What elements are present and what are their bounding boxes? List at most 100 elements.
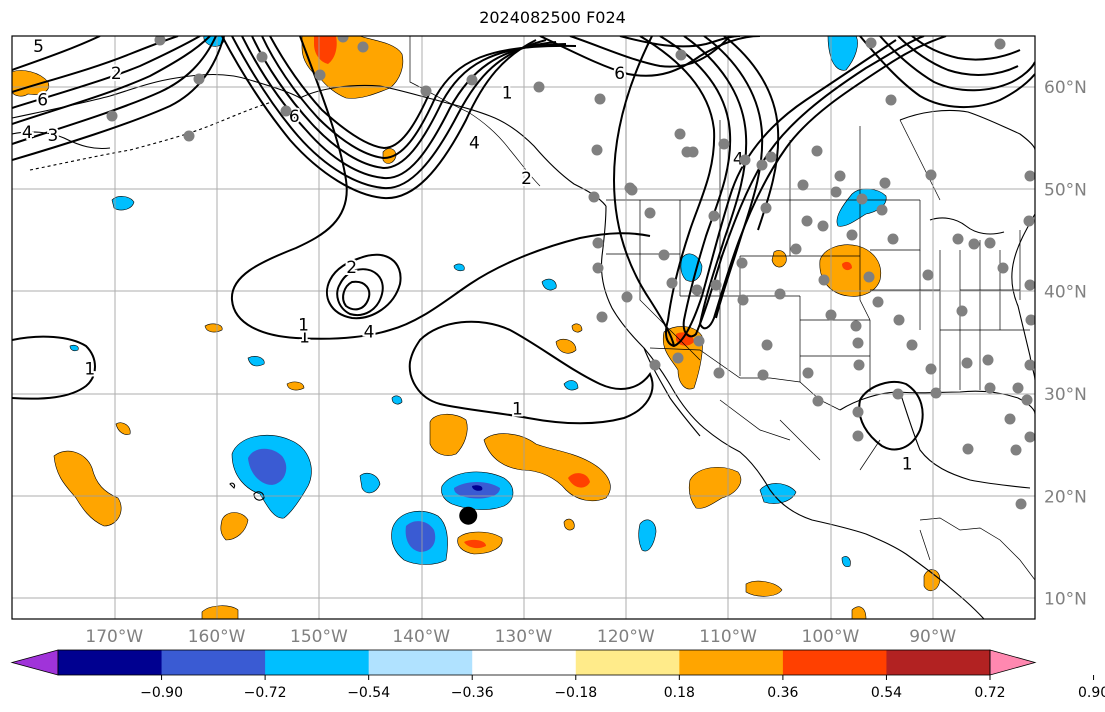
positive-anomaly-region (53, 450, 122, 527)
storm-center-marker (459, 506, 478, 525)
latitude-label: 40°N (1044, 283, 1087, 303)
station-dot (1024, 170, 1035, 182)
station-dot (644, 207, 656, 219)
colorbar-segment (472, 650, 577, 675)
colorbar (10, 649, 1095, 680)
station-dot (672, 352, 684, 364)
station-dot (922, 269, 934, 281)
contour-label: 1 (902, 455, 913, 475)
station-dot (736, 257, 748, 269)
station-dot (1012, 382, 1024, 394)
map-title: 2024082500 F024 (479, 8, 626, 27)
contour-label: 1 (512, 399, 523, 419)
latitude-label: 10°N (1044, 590, 1087, 610)
positive-anomaly-region (429, 413, 468, 456)
positive-anomaly-core (842, 261, 852, 271)
contour-label: 1 (298, 315, 309, 335)
station-dot (850, 320, 862, 332)
longitude-labels: 170°W 160°W 150°W 140°W 130°W 120°W 110°… (85, 627, 956, 647)
station-dot (675, 49, 687, 61)
longitude-label: 160°W (188, 627, 246, 647)
station-dot (626, 184, 638, 196)
station-dot (739, 154, 751, 166)
anomaly-fills (12, 36, 941, 619)
station-dot (774, 288, 786, 300)
station-dot (658, 249, 670, 261)
negative-anomaly-region (111, 196, 135, 211)
station-dot (193, 73, 205, 85)
colorbar-tick-label: 0.18 (664, 685, 695, 701)
station-dot (756, 159, 768, 171)
contour-label: 1 (84, 359, 95, 379)
station-markers (106, 36, 1035, 510)
station-dot (825, 309, 837, 321)
station-dot (761, 339, 773, 351)
positive-anomaly-core (314, 36, 337, 64)
station-dot (797, 179, 809, 191)
station-dot (801, 215, 813, 227)
colorbar-tick-label: 0.54 (871, 685, 902, 701)
station-dot (681, 146, 693, 158)
station-dot (710, 279, 722, 291)
station-dot (852, 406, 864, 418)
station-dot (887, 233, 899, 245)
station-dot (691, 284, 703, 296)
station-dot (183, 130, 195, 142)
negative-anomaly-region (680, 253, 703, 282)
positive-anomaly-region (204, 323, 223, 333)
latitude-label: 30°N (1044, 385, 1087, 405)
station-dot (802, 367, 814, 379)
positive-anomaly-region (851, 606, 867, 619)
station-dot (737, 294, 749, 306)
latitude-label: 20°N (1044, 487, 1087, 507)
contour-label: 3 (48, 126, 59, 146)
station-dot (856, 193, 868, 205)
colorbar-extend-max (989, 649, 1037, 676)
station-dot (852, 337, 864, 349)
station-dot (865, 37, 877, 49)
colorbar-tick-label: 0.90 (1078, 685, 1105, 701)
positive-anomaly-region (286, 381, 305, 391)
contour-labels: 5 2 6 4 3 6 4 1 6 2 4 2 4 1 1 1 1 1 (20, 36, 915, 477)
longitude-label: 90°W (909, 627, 956, 647)
station-dot (256, 51, 268, 63)
latitude-labels: 60°N 50°N 40°N 30°N 20°N 10°N (1044, 78, 1087, 609)
contour-label: 2 (346, 258, 357, 278)
station-dot (592, 237, 604, 249)
negative-anomaly-region (836, 188, 887, 227)
contour-label: 6 (37, 90, 48, 110)
station-dot (879, 177, 891, 189)
colorbar-tick-labels: −0.90 −0.72 −0.54 −0.36 −0.18 0.18 0.36 … (140, 685, 1105, 701)
positive-anomaly-region (555, 338, 577, 354)
station-dot (997, 262, 1009, 274)
station-dot (818, 274, 830, 286)
longitude-label: 170°W (85, 627, 143, 647)
positive-anomaly-region (819, 244, 882, 297)
positive-anomaly-region (115, 422, 131, 435)
station-dot (863, 271, 875, 283)
colorbar-segment (265, 650, 370, 675)
station-dot (596, 311, 608, 323)
positive-anomaly-core (464, 539, 486, 549)
station-dot (757, 369, 769, 381)
station-dot (1004, 413, 1016, 425)
station-dot (925, 363, 937, 375)
station-dot (984, 382, 996, 394)
coastlines (12, 74, 1035, 619)
station-dot (853, 359, 865, 371)
station-dot (968, 238, 980, 250)
positive-anomaly-region (201, 605, 239, 619)
negative-anomaly-region (841, 556, 851, 568)
colorbar-tick-label: −0.72 (244, 685, 287, 701)
station-dot (852, 430, 864, 442)
station-dot (1023, 215, 1035, 227)
station-dot (811, 145, 823, 157)
contour-label: 5 (33, 37, 44, 57)
station-dot (592, 262, 604, 274)
station-dot (1024, 279, 1035, 291)
latitude-label: 50°N (1044, 180, 1087, 200)
station-dot (1015, 498, 1027, 510)
negative-anomaly-region (359, 472, 381, 494)
station-dot (961, 357, 973, 369)
